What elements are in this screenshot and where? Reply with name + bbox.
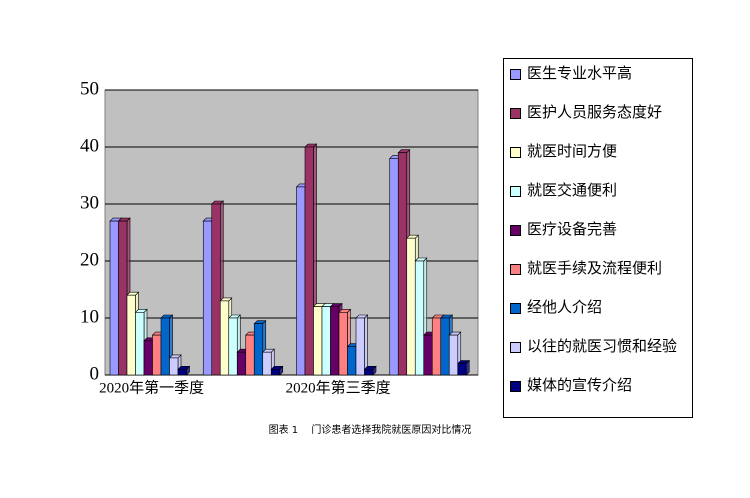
bar (160, 317, 170, 376)
legend-label: 就医时间方便 (527, 142, 618, 160)
legend-label: 媒体的宣传介绍 (527, 376, 633, 394)
legend-item: 就医手续及流程便利 (510, 258, 686, 278)
bar (126, 294, 136, 376)
legend: 医生专业水平高医护人员服务态度好 就医时间方便 就医交通便利 医疗设备完善就医手续及流… (503, 58, 693, 418)
bar (296, 186, 306, 376)
bar (143, 340, 153, 376)
bar (177, 368, 187, 376)
bar (338, 311, 348, 376)
bar (135, 311, 145, 376)
legend-item: 就医时间方便 (510, 141, 686, 161)
bar (109, 220, 119, 376)
bar (457, 363, 467, 376)
bar (152, 334, 162, 376)
bar-side (364, 314, 368, 376)
legend-item: 医生专业水平高 (510, 63, 686, 83)
bar (355, 317, 365, 376)
y-tick-label: 30 (80, 192, 99, 213)
bar (202, 220, 213, 376)
legend-label: 医疗设备完善 (527, 220, 618, 238)
legend-item: 医疗设备完善 (510, 219, 686, 239)
bar (228, 317, 238, 376)
legend-item: 经他人介绍 (510, 297, 686, 317)
bar (262, 351, 272, 376)
x-tick-label: 2020年第一季度 (99, 378, 204, 396)
bar (236, 351, 247, 376)
legend-swatch (510, 108, 521, 119)
legend-label: 就医交通便利 (527, 181, 618, 199)
bar (414, 260, 425, 376)
bar (440, 317, 450, 376)
bar (330, 306, 340, 376)
legend-item: 以往的就医习惯和经验 (510, 336, 686, 356)
legend-swatch (510, 186, 521, 197)
legend-swatch (510, 225, 521, 236)
y-tick-label: 20 (80, 249, 99, 270)
bar (364, 368, 374, 376)
bar (389, 158, 399, 376)
x-tick-label: 2020年第三季度 (286, 378, 391, 396)
bar (270, 368, 281, 376)
bar (219, 300, 230, 376)
bar (313, 306, 323, 376)
bar (397, 152, 408, 376)
legend-label: 以往的就医习惯和经验 (527, 337, 678, 355)
bar (118, 220, 128, 376)
caption: 图表 1 门诊患者选择我院就医原因对比情况 (269, 423, 472, 436)
bar (347, 346, 357, 376)
legend-swatch (510, 381, 521, 392)
bar (169, 357, 179, 376)
legend-swatch (510, 69, 521, 80)
legend-item: 就医交通便利 (510, 180, 686, 200)
bar (448, 334, 459, 376)
bar (245, 334, 255, 376)
legend-item: 医护人员服务态度好 (510, 102, 686, 122)
bar (211, 203, 221, 376)
legend-label: 就医手续及流程便利 (527, 259, 663, 277)
y-tick-label: 0 (90, 363, 100, 384)
y-tick-label: 50 (80, 78, 99, 99)
bar (431, 317, 442, 376)
legend-label: 医生专业水平高 (527, 64, 633, 82)
bar (253, 323, 264, 376)
bar (406, 237, 416, 376)
bar (304, 146, 314, 376)
legend-swatch (510, 264, 521, 275)
legend-item: 媒体的宣传介绍 (510, 375, 686, 395)
legend-swatch (510, 342, 521, 353)
legend-label: 医护人员服务态度好 (527, 103, 663, 121)
y-tick-label: 10 (80, 306, 99, 327)
legend-label: 经他人介绍 (527, 298, 603, 316)
y-tick-label: 40 (80, 135, 99, 156)
bar (321, 306, 331, 376)
bar (423, 334, 433, 376)
legend-swatch (510, 303, 521, 314)
legend-swatch (510, 147, 521, 158)
